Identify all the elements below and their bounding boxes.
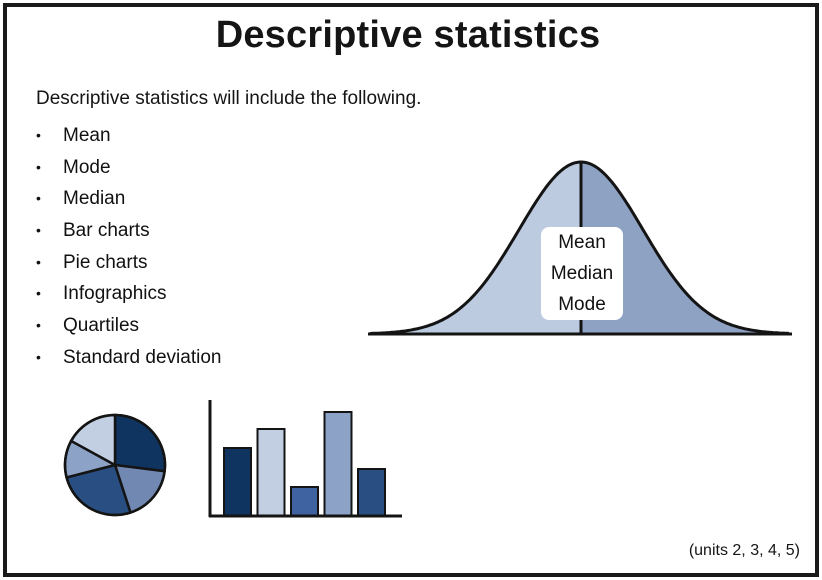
bar-4 [323,411,353,517]
curve-label-mean: Mean [558,232,606,253]
curve-label-mode: Mode [558,294,606,315]
intro-text: Descriptive statistics will include the … [36,88,422,109]
bar-marks [223,411,386,517]
bullet-dot: • [36,285,41,302]
bullet-label: Mode [63,156,111,178]
bullet-dot: • [36,158,41,175]
bullet-label: Standard deviation [63,346,222,368]
bar-2 [256,428,286,517]
bullet-label: Quartiles [63,315,140,337]
bullet-dot: • [36,127,41,143]
bar-5 [357,468,386,517]
bullet-dot: • [36,317,41,334]
bullet-item-mean: • Mean [36,120,221,152]
bullet-item-bar-charts: • Bar charts [36,215,221,247]
bullet-item-pie-charts: • Pie charts [36,247,221,279]
bullet-dot: • [36,348,41,365]
bullet-dot: • [36,190,41,207]
pie-slice-1 [113,413,167,473]
curve-right-half [581,162,790,334]
bullet-dot: • [36,222,41,239]
curve-label-median: Median [550,263,614,284]
bullet-item-median: • Median [36,183,221,215]
curve-left-half [370,162,581,334]
bullet-label: Mean [63,125,111,146]
bullet-label: Median [63,188,126,210]
bullet-label: Pie charts [63,251,148,273]
units-footnote: (units 2, 3, 4, 5) [688,542,800,559]
pie-slices [63,413,167,517]
bullet-label: Bar charts [63,220,150,242]
curve-center-label: Mean Median Mode [541,227,623,320]
pie-chart [63,413,167,517]
bullet-label: Infographics [63,283,167,305]
bar-chart [208,400,402,518]
pie-outline [63,413,167,517]
bullet-item-standard-deviation: • Standard deviation [36,342,221,374]
bar-3 [290,486,319,517]
bullet-dot: • [36,253,41,270]
bullet-list: • Mean • Mode • Median • Bar charts • Pie cha… [36,120,221,374]
bar-1 [223,447,252,517]
slide-title: Descriptive statistics [215,14,601,56]
bullet-item-infographics: • Infographics [36,278,221,310]
bullet-item-mode: • Mode [36,152,221,184]
bullet-item-quartiles: • Quartiles [36,310,221,342]
